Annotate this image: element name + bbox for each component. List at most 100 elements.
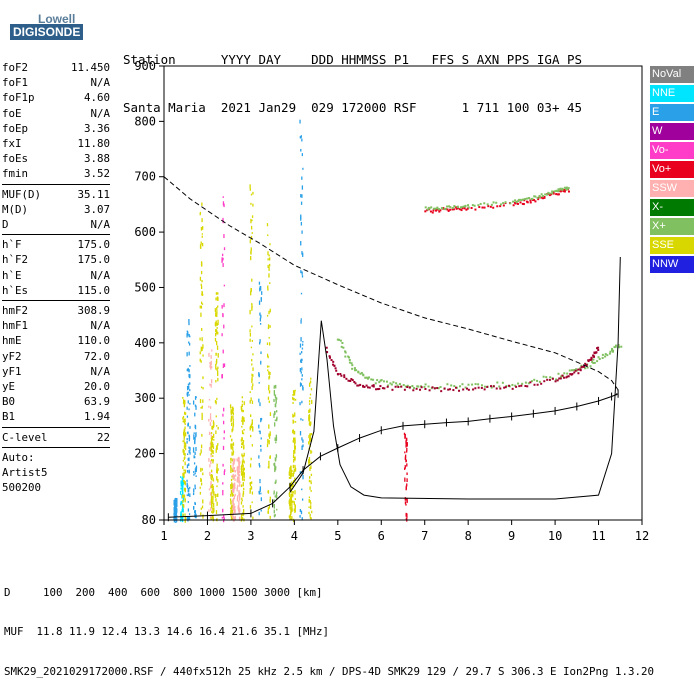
noise-dot (309, 500, 311, 503)
o-mode-trace-dot (448, 388, 451, 391)
noise-dot (242, 474, 244, 477)
noise-dot (274, 411, 276, 415)
noise-dot (215, 320, 217, 325)
noise-dot (210, 447, 212, 452)
noise-dot (273, 504, 275, 506)
upper-trace-dot (492, 206, 495, 209)
header-labels: Station YYYY DAY DDD HHMMSS P1 FFS S AXN… (123, 52, 583, 67)
noise-dot (209, 471, 211, 476)
x-mode-trace-dot (389, 382, 392, 385)
noise-dot (200, 507, 202, 510)
noise-dot (301, 194, 303, 198)
x-mode-trace-dot (501, 381, 504, 384)
upper-trace-dot (531, 197, 534, 200)
x-mode-trace-dot (439, 386, 442, 389)
noise-dot (214, 332, 217, 337)
noise-dot (230, 489, 233, 493)
noise-dot (406, 515, 408, 518)
noise-dot (268, 390, 271, 393)
noise-dot (194, 451, 196, 455)
noise-dot (188, 408, 190, 411)
noise-dot (183, 428, 185, 433)
noise-dot (173, 501, 175, 505)
noise-dot (405, 503, 407, 506)
noise-dot (195, 465, 198, 470)
x-mode-trace-dot (348, 361, 351, 364)
noise-dot (273, 390, 276, 393)
noise-dot (288, 476, 291, 479)
noise-dot (229, 435, 232, 438)
x-mode-trace-dot (387, 384, 390, 387)
noise-dot (193, 432, 195, 434)
noise-dot (215, 448, 217, 453)
x-mode-trace-dot (575, 368, 578, 371)
legend-item-vo-: Vo- (650, 142, 694, 159)
noise-dot (309, 517, 312, 519)
noise-dot (232, 450, 235, 454)
parameter-name: h`Es (2, 283, 29, 297)
o-mode-trace-dot (325, 351, 328, 354)
noise-dot (288, 502, 291, 506)
o-mode-trace-dot (375, 388, 378, 391)
o-mode-trace-dot (440, 390, 443, 393)
noise-dot (292, 419, 294, 424)
upper-trace-dot (562, 188, 565, 191)
upper-trace-dot (432, 209, 435, 212)
noise-dot (222, 420, 225, 425)
noise-dot (258, 398, 260, 401)
noise-dot (233, 503, 235, 508)
noise-dot (222, 482, 224, 485)
parameter-value: N/A (90, 364, 110, 378)
x-mode-trace-dot (542, 375, 545, 378)
upper-trace-dot (462, 205, 465, 208)
noise-dot (193, 510, 196, 514)
noise-dot (243, 452, 245, 457)
noise-dot (290, 465, 292, 469)
upper-trace-dot (533, 199, 536, 202)
noise-dot (232, 514, 234, 518)
x-mode-trace-dot (612, 349, 615, 352)
x-mode-trace-dot (604, 355, 607, 358)
noise-dot (405, 517, 407, 520)
noise-dot (299, 382, 302, 387)
noise-dot (300, 194, 302, 198)
noise-dot (188, 516, 191, 521)
noise-dot (240, 469, 243, 473)
noise-dot (194, 472, 196, 475)
noise-dot (176, 497, 178, 502)
x-mode-trace-dot (427, 385, 430, 388)
noise-dot (242, 467, 244, 471)
noise-dot (200, 449, 202, 454)
x-tick-label: 9 (508, 529, 515, 543)
noise-dot (231, 439, 233, 442)
noise-dot (233, 467, 236, 470)
separator (2, 300, 110, 302)
upper-trace-dot (552, 191, 555, 194)
o-mode-trace-dot (590, 358, 593, 361)
noise-dot (175, 508, 177, 511)
noise-dot (276, 397, 278, 400)
noise-dot (183, 476, 185, 479)
parameter-value: 11.450 (70, 61, 110, 74)
noise-dot (202, 293, 204, 296)
noise-dot (404, 501, 407, 505)
noise-dot (188, 369, 190, 373)
o-mode-trace-dot (443, 387, 446, 390)
noise-dot (215, 352, 217, 356)
o-mode-trace-dot (593, 355, 596, 358)
x-mode-trace-dot (372, 378, 375, 381)
noise-dot (210, 362, 212, 367)
noise-dot (186, 437, 188, 441)
upper-trace-dot (520, 199, 523, 202)
x-mode-trace-dot (446, 383, 449, 386)
noise-dot (241, 403, 243, 408)
noise-dot (173, 503, 175, 506)
noise-dot (291, 469, 293, 473)
noise-dot (222, 217, 224, 221)
noise-dot (249, 338, 251, 342)
noise-dot (404, 465, 406, 469)
parameter-row: M(D) 3.07 (2, 202, 110, 217)
noise-dot (199, 213, 201, 216)
noise-dot (243, 417, 245, 420)
noise-dot (182, 415, 185, 419)
